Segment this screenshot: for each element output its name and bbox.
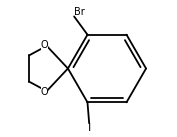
- Text: I: I: [88, 123, 91, 133]
- Text: Br: Br: [74, 7, 85, 17]
- Text: O: O: [41, 40, 48, 50]
- Text: O: O: [41, 87, 48, 97]
